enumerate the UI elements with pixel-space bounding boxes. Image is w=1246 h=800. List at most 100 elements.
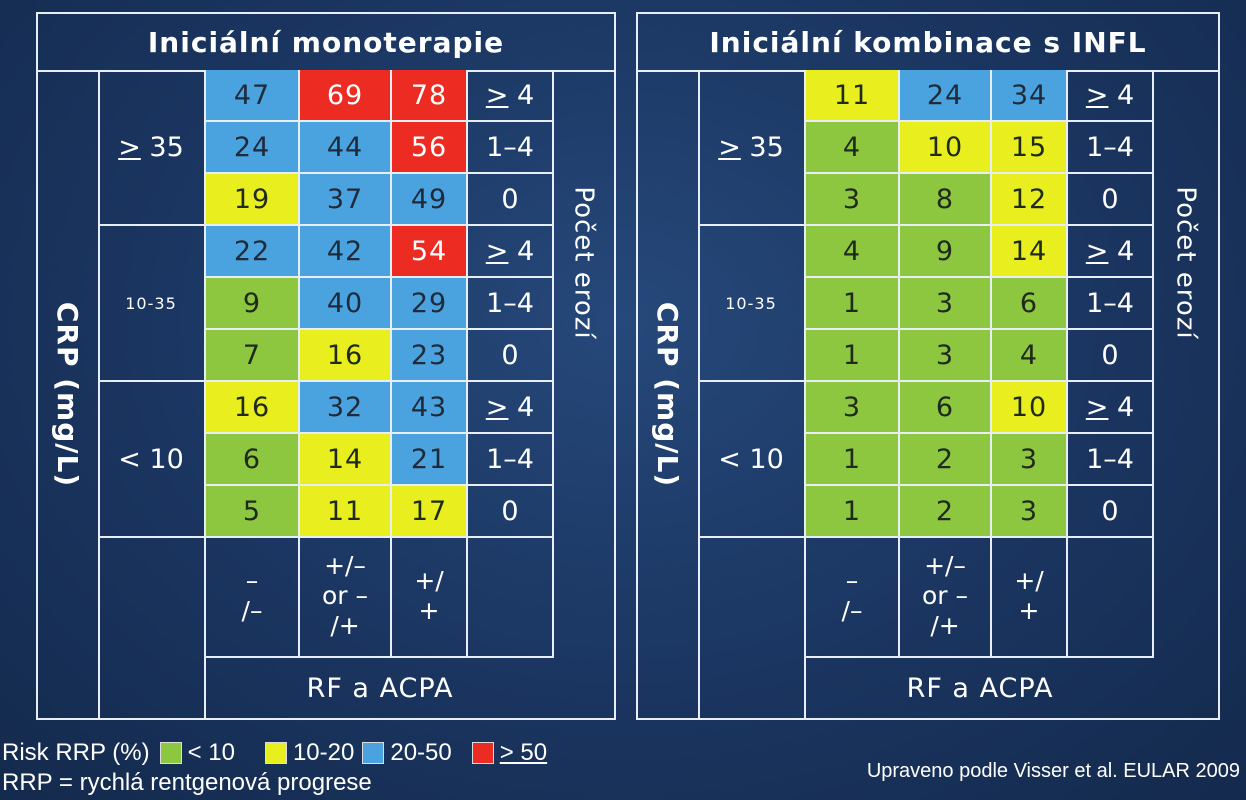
rf-category: +/– or – /+ [300, 536, 392, 658]
panel-title: Iniciální monoterapie [38, 14, 614, 72]
erosion-level: 1–4 [468, 278, 554, 330]
risk-cell: 37 [300, 174, 392, 226]
erosion-level: > 4 [468, 382, 554, 434]
erosion-level-label: > 4 [485, 391, 535, 423]
risk-cell: 54 [392, 226, 468, 278]
risk-cell: 5 [206, 486, 300, 538]
risk-cell: 3 [900, 278, 992, 330]
erosion-level: 0 [468, 486, 554, 538]
risk-cell: 56 [392, 122, 468, 174]
risk-cell: 43 [392, 382, 468, 434]
legend-title: Risk RRP (%) [2, 739, 150, 766]
risk-cell: 7 [206, 330, 300, 382]
crp-group: > 35 [698, 70, 806, 226]
risk-cell: 23 [392, 330, 468, 382]
erosion-level-label: 0 [1101, 183, 1119, 215]
erosion-level: 0 [468, 174, 554, 226]
rf-category: +/ + [392, 536, 468, 658]
erosion-level-label: > 4 [485, 235, 535, 267]
erosion-axis: Počet erozí [554, 70, 614, 536]
legend: Risk RRP (%) < 10 10-20 20-50 > 50 RRP =… [2, 738, 547, 798]
erosion-axis: Počet erozí [1154, 70, 1218, 536]
risk-cell: 3 [806, 174, 900, 226]
risk-cell: 1 [806, 486, 900, 538]
erosion-level-label: 0 [1101, 495, 1119, 527]
risk-cell: 47 [206, 70, 300, 122]
risk-cell: 11 [806, 70, 900, 122]
rf-title: RF a ACPA [306, 672, 454, 704]
erosion-level-label: 1–4 [1086, 287, 1134, 319]
risk-cell: 2 [900, 434, 992, 486]
rf-category: +/ + [992, 536, 1068, 658]
rf-category: – /– [806, 536, 900, 658]
erosion-level-label: 1–4 [486, 131, 534, 163]
legend-swatch-blue [362, 742, 385, 764]
panel-monotherapy: Iniciální monoterapie CRP (mg/L) > 35 10-35… [36, 12, 616, 720]
erosion-level: > 4 [1068, 226, 1154, 278]
risk-cell: 34 [992, 70, 1068, 122]
risk-cell: 24 [206, 122, 300, 174]
crp-axis: CRP (mg/L) [638, 70, 700, 718]
risk-cell: 1 [806, 330, 900, 382]
crp-group: 10-35 [98, 226, 206, 382]
erosion-axis-label: Počet erozí [569, 186, 599, 340]
crp-group-label: 10-35 [725, 293, 777, 313]
legend-label-red: > 50 [499, 739, 548, 766]
erosion-level-label: > 4 [1085, 391, 1135, 423]
legend-label-green: < 10 [187, 739, 235, 766]
risk-cell: 1 [806, 278, 900, 330]
rf-title: RF a ACPA [906, 672, 1054, 704]
risk-cell: 2 [900, 486, 992, 538]
erosion-level-label: 1–4 [1086, 443, 1134, 475]
risk-cell: 16 [206, 382, 300, 434]
crp-group: < 10 [698, 382, 806, 538]
panel-combination: Iniciální kombinace s INFL CRP (mg/L) > 35… [636, 12, 1220, 720]
risk-cell: 3 [900, 330, 992, 382]
risk-cell: 3 [806, 382, 900, 434]
crp-label: CRP (mg/L) [51, 301, 85, 487]
risk-cell: 6 [900, 382, 992, 434]
erosion-level: 1–4 [468, 122, 554, 174]
erosion-level: 0 [1068, 330, 1154, 382]
rf-category: +/– or – /+ [900, 536, 992, 658]
risk-cell: 12 [992, 174, 1068, 226]
erosion-level-label: 0 [501, 183, 519, 215]
crp-group-label: < 10 [718, 443, 784, 475]
bottom-left-spacer [698, 536, 806, 718]
crp-group-label: > 35 [718, 131, 784, 163]
risk-cell: 22 [206, 226, 300, 278]
erosion-level: 1–4 [1068, 122, 1154, 174]
legend-swatch-yellow [264, 742, 287, 764]
legend-swatch-red [471, 742, 494, 764]
erosion-level-label: 0 [501, 495, 519, 527]
source-citation: Upraveno podle Visser et al. EULAR 2009 [866, 760, 1240, 782]
erosion-level-label: 0 [1101, 339, 1119, 371]
rf-empty-cell [468, 536, 554, 658]
erosion-level: 0 [468, 330, 554, 382]
risk-cell: 14 [300, 434, 392, 486]
erosion-level: > 4 [1068, 70, 1154, 122]
risk-cell: 42 [300, 226, 392, 278]
legend-swatch-green [159, 742, 182, 764]
risk-cell: 6 [992, 278, 1068, 330]
risk-cell: 1 [806, 434, 900, 486]
erosion-level: 1–4 [468, 434, 554, 486]
risk-cell: 11 [300, 486, 392, 538]
erosion-axis-label: Počet erozí [1171, 186, 1201, 340]
risk-cell: 3 [992, 434, 1068, 486]
risk-cell: 4 [806, 226, 900, 278]
erosion-level-label: 0 [501, 339, 519, 371]
risk-cell: 16 [300, 330, 392, 382]
crp-group: < 10 [98, 382, 206, 538]
risk-cell: 14 [992, 226, 1068, 278]
erosion-level-label: 1–4 [486, 443, 534, 475]
erosion-level-label: 1–4 [1086, 131, 1134, 163]
legend-label-blue: 20-50 [390, 739, 452, 766]
erosion-level: 1–4 [1068, 434, 1154, 486]
erosion-level: 1–4 [1068, 278, 1154, 330]
risk-cell: 4 [992, 330, 1068, 382]
risk-cell: 4 [806, 122, 900, 174]
risk-cell: 3 [992, 486, 1068, 538]
crp-label: CRP (mg/L) [651, 301, 685, 487]
risk-cell: 21 [392, 434, 468, 486]
